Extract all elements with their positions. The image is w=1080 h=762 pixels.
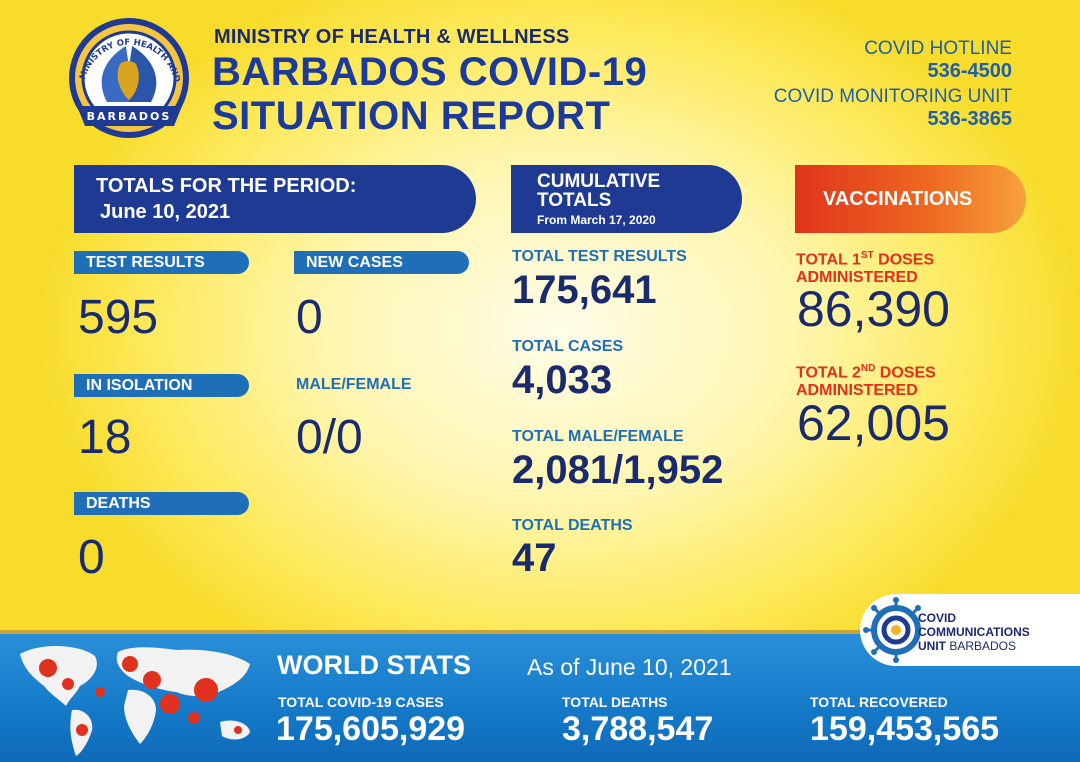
report-title-line2: SITUATION REPORT	[212, 94, 611, 138]
world-stats-date: As of June 10, 2021	[527, 654, 732, 680]
total-test-results-label: TOTAL TEST RESULTS	[512, 248, 687, 265]
world-map-icon	[20, 645, 250, 756]
new-cases-label: NEW CASES	[294, 251, 469, 274]
deaths-value: 0	[78, 531, 105, 584]
period-banner-title: TOTALS FOR THE PERIOD:	[96, 175, 357, 197]
report-title-line1: BARBADOS COVID-19	[212, 50, 648, 94]
first-doses-value: 86,390	[797, 281, 950, 337]
world-deaths-label: TOTAL DEATHS	[562, 694, 668, 710]
ccu-line1: COVID	[918, 611, 957, 625]
second-doses-label: TOTAL 2ND DOSES ADMINISTERED	[796, 363, 936, 400]
hotline-label: COVID HOTLINE	[864, 38, 1012, 59]
test-results-label: TEST RESULTS	[74, 251, 249, 274]
first-doses-label: TOTAL 1ST DOSES ADMINISTERED	[796, 250, 935, 287]
test-results-value: 595	[78, 291, 159, 344]
ministry-seal-logo: MINISTRY OF HEALTH AND WELLNESS BARBADOS	[62, 14, 189, 138]
ccu-line2: COMMUNICATIONS	[918, 625, 1030, 639]
hotline-number[interactable]: 536-4500	[927, 60, 1012, 82]
male-female-value: 0/0	[296, 411, 363, 464]
world-cases-label: TOTAL COVID-19 CASES	[278, 694, 444, 710]
cumulative-banner-sub: From March 17, 2020	[537, 213, 656, 227]
cumulative-banner-line2: TOTALS	[537, 190, 612, 211]
world-recovered-value: 159,453,565	[810, 710, 1000, 748]
ccu-virus-icon	[863, 597, 921, 663]
world-cases-value: 175,605,929	[276, 710, 466, 748]
world-stats-title: WORLD STATS	[277, 650, 471, 680]
isolation-label: IN ISOLATION	[74, 374, 249, 397]
total-male-female-label: TOTAL MALE/FEMALE	[512, 428, 684, 445]
total-cases-value: 4,033	[512, 358, 613, 402]
world-recovered-label: TOTAL RECOVERED	[810, 694, 948, 710]
world-deaths-value: 3,788,547	[562, 710, 714, 748]
deaths-label: DEATHS	[74, 492, 249, 515]
vaccinations-banner: VACCINATIONS	[795, 165, 1026, 233]
cumulative-banner-line1: CUMULATIVE	[537, 171, 661, 192]
male-female-label: MALE/FEMALE	[296, 376, 412, 393]
cumulative-banner: CUMULATIVE TOTALS From March 17, 2020	[511, 165, 742, 233]
total-deaths-value: 47	[512, 536, 557, 580]
seal-bottom-text: BARBADOS	[87, 110, 172, 123]
total-male-female-value: 2,081/1,952	[512, 448, 724, 492]
total-deaths-label: TOTAL DEATHS	[512, 517, 633, 534]
new-cases-value: 0	[296, 291, 323, 344]
total-test-results-value: 175,641	[512, 268, 657, 312]
second-doses-value: 62,005	[797, 395, 950, 451]
ministry-name: MINISTRY OF HEALTH & WELLNESS	[214, 26, 570, 48]
period-banner-date: June 10, 2021	[100, 201, 231, 223]
period-banner: TOTALS FOR THE PERIOD: June 10, 2021	[74, 165, 476, 233]
isolation-value: 18	[78, 411, 132, 464]
monitoring-unit-number[interactable]: 536-3865	[927, 108, 1012, 130]
total-cases-label: TOTAL CASES	[512, 338, 624, 355]
ccu-line3: UNIT BARBADOS	[918, 639, 1017, 653]
monitoring-unit-label: COVID MONITORING UNIT	[773, 86, 1012, 107]
